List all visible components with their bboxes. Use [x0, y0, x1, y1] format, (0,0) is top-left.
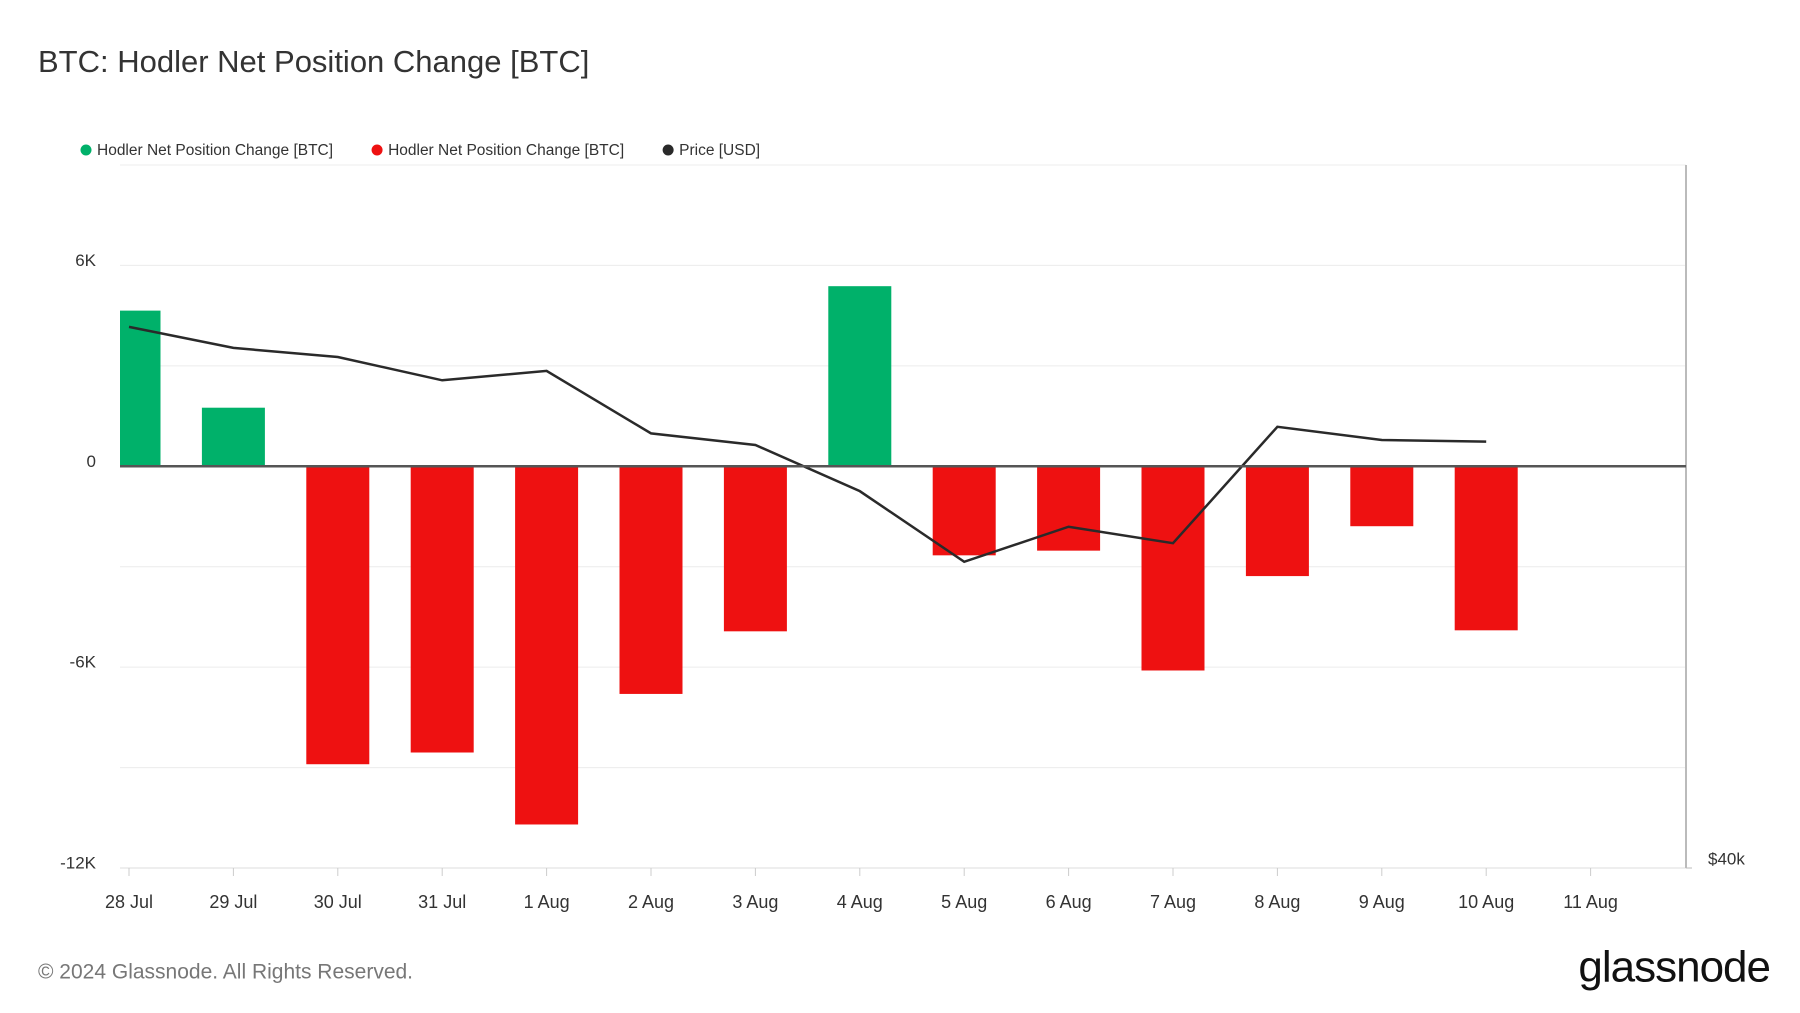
x-tick-label: 10 Aug: [1458, 892, 1514, 912]
brand-logo: glassnode: [1578, 943, 1770, 992]
x-tick-label: 1 Aug: [524, 892, 570, 912]
x-tick-label: 2 Aug: [628, 892, 674, 912]
x-tick-label: 5 Aug: [941, 892, 987, 912]
legend-marker: [662, 144, 674, 156]
legend-label: Hodler Net Position Change [BTC]: [388, 142, 624, 159]
y2-tick-label: $40k: [1708, 849, 1745, 868]
bar: [619, 466, 683, 694]
x-tick-label: 29 Jul: [209, 892, 257, 912]
plot-area: [120, 286, 1518, 825]
chart-title: BTC: Hodler Net Position Change [BTC]: [38, 44, 589, 79]
y-tick-label: 6K: [75, 251, 96, 270]
x-tick-label: 9 Aug: [1359, 892, 1405, 912]
bar: [1141, 466, 1205, 671]
legend-marker: [80, 144, 92, 156]
price-line: [128, 325, 1487, 564]
bar: [201, 407, 265, 467]
y-tick-label: 0: [87, 452, 96, 471]
bar: [723, 466, 787, 632]
bar: [828, 286, 892, 467]
x-tick-label: 30 Jul: [314, 892, 362, 912]
bar: [1454, 466, 1518, 631]
bar: [1037, 466, 1101, 551]
x-tick-label: 11 Aug: [1563, 892, 1618, 912]
legend-label: Hodler Net Position Change [BTC]: [97, 142, 333, 159]
bar: [1350, 466, 1414, 527]
x-tick-label: 3 Aug: [732, 892, 778, 912]
x-tick-label: 28 Jul: [105, 892, 153, 912]
bar: [515, 466, 579, 825]
y-tick-label: -12K: [60, 853, 97, 872]
x-tick-label: 6 Aug: [1046, 892, 1092, 912]
legend-marker: [371, 144, 383, 156]
bar: [306, 466, 370, 765]
legend-label: Price [USD]: [679, 142, 760, 159]
footer: © 2024 Glassnode. All Rights Reserved.: [38, 961, 413, 984]
x-tick-label: 31 Jul: [418, 892, 466, 912]
x-tick-label: 8 Aug: [1254, 892, 1300, 912]
bar: [1245, 466, 1309, 577]
y-tick-label: -6K: [70, 653, 97, 672]
bar: [120, 310, 161, 467]
x-tick-label: 7 Aug: [1150, 892, 1196, 912]
x-tick-label: 4 Aug: [837, 892, 883, 912]
bar: [932, 466, 996, 556]
bar: [410, 466, 474, 753]
